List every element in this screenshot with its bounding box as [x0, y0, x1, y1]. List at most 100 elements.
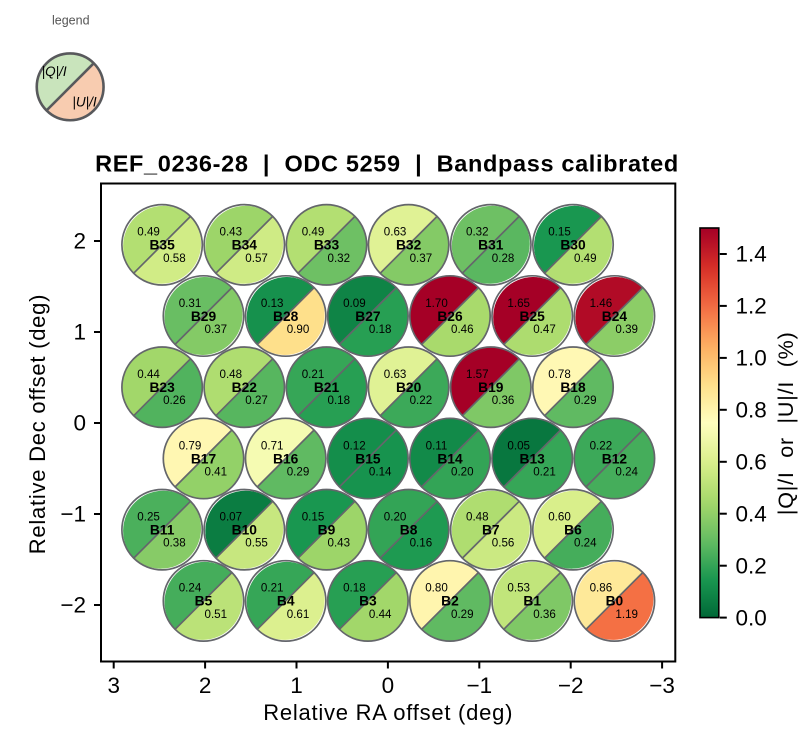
svg-text:0.86: 0.86	[590, 582, 613, 595]
svg-text:−2: −2	[60, 593, 86, 618]
svg-text:0.53: 0.53	[507, 582, 530, 595]
svg-text:0.0: 0.0	[736, 605, 767, 630]
svg-text:0.16: 0.16	[410, 537, 433, 550]
svg-text:1.4: 1.4	[736, 242, 767, 267]
svg-text:B15: B15	[355, 451, 381, 466]
svg-text:0.6: 0.6	[736, 450, 767, 475]
svg-text:0.24: 0.24	[574, 537, 597, 550]
svg-text:−1: −1	[60, 502, 86, 527]
svg-text:B31: B31	[478, 238, 504, 253]
svg-text:0.22: 0.22	[410, 394, 433, 407]
svg-text:1.2: 1.2	[736, 294, 767, 319]
svg-text:B4: B4	[277, 594, 295, 609]
svg-text:0.80: 0.80	[425, 582, 448, 595]
svg-text:1.57: 1.57	[466, 368, 489, 381]
svg-text:0.18: 0.18	[369, 323, 392, 336]
svg-text:−1: −1	[466, 673, 492, 698]
svg-text:0.49: 0.49	[302, 226, 325, 239]
svg-text:0.32: 0.32	[466, 226, 489, 239]
svg-text:0.57: 0.57	[245, 252, 268, 265]
svg-text:0.37: 0.37	[410, 252, 433, 265]
svg-text:B9: B9	[318, 523, 336, 538]
svg-text:−3: −3	[649, 673, 675, 698]
svg-text:B13: B13	[520, 451, 546, 466]
svg-text:0.47: 0.47	[533, 323, 556, 336]
svg-text:0.2: 0.2	[736, 553, 767, 578]
svg-text:0.15: 0.15	[548, 226, 571, 239]
svg-text:|Q|/I or |U|/I (%): |Q|/I or |U|/I (%)	[774, 331, 798, 515]
svg-text:0.49: 0.49	[574, 252, 597, 265]
svg-text:0.32: 0.32	[328, 252, 351, 265]
svg-text:B23: B23	[149, 380, 175, 395]
svg-text:B11: B11	[150, 523, 175, 538]
svg-text:1.65: 1.65	[507, 297, 530, 310]
svg-text:B35: B35	[149, 238, 175, 253]
svg-text:B7: B7	[482, 523, 500, 538]
svg-text:0: 0	[73, 411, 86, 436]
svg-text:0.38: 0.38	[163, 537, 186, 550]
svg-text:0.51: 0.51	[205, 608, 228, 621]
svg-text:0.07: 0.07	[220, 511, 243, 524]
svg-text:B6: B6	[564, 523, 582, 538]
svg-text:0.21: 0.21	[533, 466, 556, 479]
svg-text:0.39: 0.39	[615, 323, 638, 336]
svg-text:0.44: 0.44	[137, 368, 160, 381]
svg-text:0.21: 0.21	[302, 368, 325, 381]
svg-text:B33: B33	[314, 238, 340, 253]
svg-text:B5: B5	[195, 594, 213, 609]
svg-text:0.31: 0.31	[179, 297, 202, 310]
svg-text:REF_0236-28 | ODC 5259 | B: REF_0236-28 | ODC 5259 | Bandpass calibr…	[95, 151, 679, 177]
svg-text:B27: B27	[355, 309, 381, 324]
svg-text:0.27: 0.27	[245, 394, 268, 407]
svg-text:0.36: 0.36	[533, 608, 556, 621]
svg-text:0.44: 0.44	[369, 608, 392, 621]
svg-text:0.56: 0.56	[492, 537, 515, 550]
svg-text:0.55: 0.55	[245, 537, 268, 550]
svg-text:B1: B1	[523, 594, 541, 609]
svg-text:−2: −2	[558, 673, 584, 698]
svg-text:0.46: 0.46	[451, 323, 474, 336]
svg-text:B0: B0	[606, 594, 624, 609]
svg-text:0.18: 0.18	[328, 394, 351, 407]
svg-text:0.71: 0.71	[261, 439, 284, 452]
svg-text:0.79: 0.79	[179, 439, 202, 452]
svg-text:0.41: 0.41	[205, 466, 228, 479]
svg-text:B12: B12	[602, 451, 628, 466]
svg-text:0.63: 0.63	[384, 226, 407, 239]
svg-text:Relative Dec offset (deg): Relative Dec offset (deg)	[25, 294, 50, 554]
svg-text:0.26: 0.26	[163, 394, 186, 407]
svg-text:legend: legend	[52, 14, 90, 28]
svg-text:0: 0	[382, 673, 395, 698]
svg-text:B10: B10	[232, 523, 258, 538]
svg-text:0.78: 0.78	[548, 368, 571, 381]
svg-text:0.28: 0.28	[492, 252, 515, 265]
svg-text:0.22: 0.22	[590, 439, 613, 452]
svg-text:0.24: 0.24	[179, 582, 202, 595]
svg-text:2: 2	[199, 673, 212, 698]
svg-text:0.8: 0.8	[736, 398, 767, 423]
svg-text:1.0: 1.0	[736, 346, 767, 371]
svg-text:0.25: 0.25	[137, 511, 160, 524]
svg-text:0.24: 0.24	[615, 466, 638, 479]
svg-text:0.49: 0.49	[137, 226, 160, 239]
svg-text:B21: B21	[314, 380, 340, 395]
svg-text:B8: B8	[400, 523, 418, 538]
svg-text:0.09: 0.09	[343, 297, 366, 310]
svg-text:B22: B22	[232, 380, 258, 395]
svg-text:0.20: 0.20	[384, 511, 407, 524]
svg-text:0.18: 0.18	[343, 582, 366, 595]
svg-text:0.36: 0.36	[492, 394, 515, 407]
svg-text:B28: B28	[273, 309, 299, 324]
svg-text:B2: B2	[441, 594, 459, 609]
svg-text:0.90: 0.90	[287, 323, 310, 336]
svg-text:1: 1	[73, 320, 86, 345]
svg-text:B30: B30	[560, 238, 586, 253]
svg-text:B18: B18	[560, 380, 586, 395]
svg-text:Relative RA offset (deg): Relative RA offset (deg)	[263, 700, 513, 725]
svg-text:0.60: 0.60	[548, 511, 571, 524]
svg-text:0.11: 0.11	[426, 439, 448, 452]
svg-text:0.13: 0.13	[261, 297, 284, 310]
svg-text:0.37: 0.37	[205, 323, 228, 336]
svg-text:0.58: 0.58	[163, 252, 186, 265]
svg-text:B16: B16	[273, 451, 299, 466]
